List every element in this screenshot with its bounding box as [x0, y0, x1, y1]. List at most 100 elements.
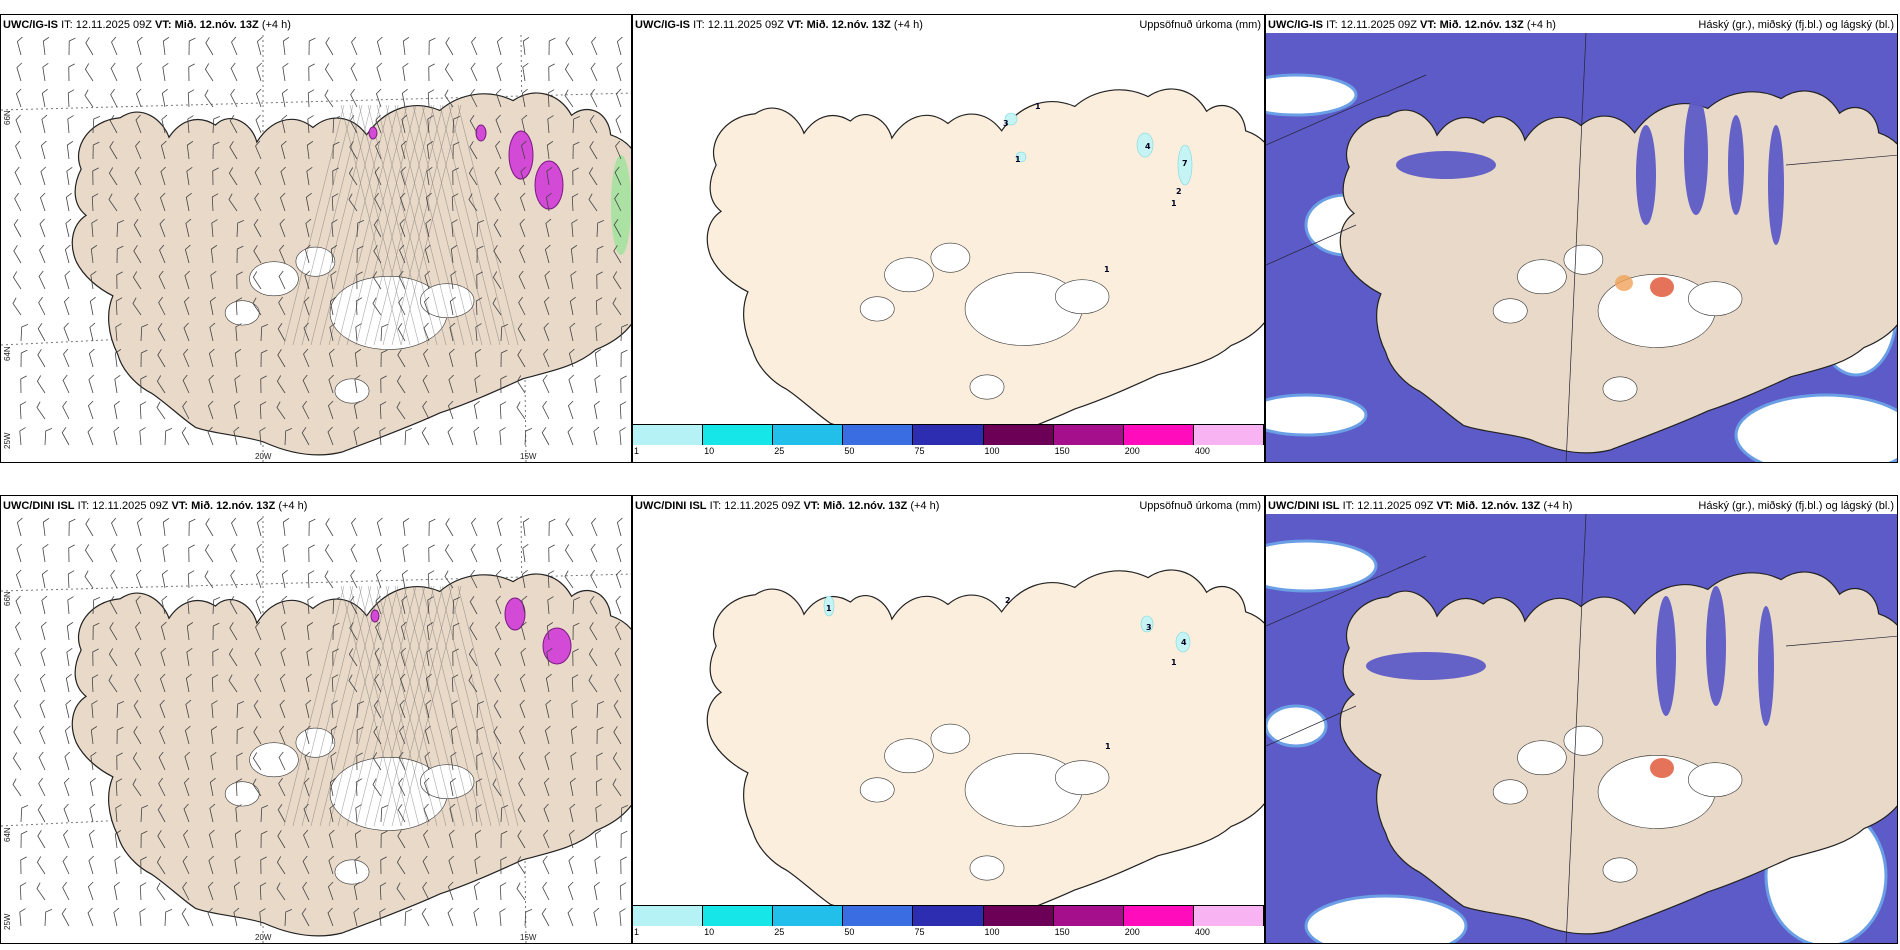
wind-barb [40, 166, 47, 186]
wind-barb [595, 297, 603, 316]
hatch-line [292, 104, 354, 346]
wind-barb [593, 400, 600, 420]
wind-map [1, 515, 631, 943]
wind-barb [590, 62, 598, 82]
wind-barb [568, 829, 575, 849]
wind-barb [108, 648, 118, 667]
wind-barb [207, 907, 214, 927]
precip-value: 1 [1105, 742, 1111, 751]
wind-barb [303, 803, 310, 823]
wind-barb [184, 725, 191, 745]
wind-barb [139, 882, 147, 901]
wind-barb [212, 115, 221, 134]
wind-barb [136, 36, 143, 56]
colorbar-swatch [913, 425, 984, 445]
wind-barb [476, 245, 484, 264]
precip-value: 7 [1182, 159, 1188, 168]
wind-barb [116, 700, 125, 719]
wind-barb [89, 322, 96, 342]
wind-barb [496, 517, 503, 537]
wind-barb [450, 270, 457, 290]
wind-barb [65, 218, 72, 238]
glacier [884, 257, 934, 293]
hatch-line [430, 104, 492, 346]
wind-barb [596, 726, 604, 745]
colorbar-label: 1 [634, 927, 640, 937]
wind-barb [13, 699, 22, 719]
wind-barb [494, 166, 502, 186]
wind-barb [568, 855, 575, 875]
wind-barb [522, 543, 529, 563]
iceland-landmass [71, 573, 631, 937]
wind-barb [181, 907, 190, 927]
wind-barb [376, 517, 383, 537]
wind-barb [235, 297, 243, 316]
wind-barb [542, 855, 550, 875]
wind-barb [468, 193, 478, 212]
valid-time-label: VT: [803, 500, 821, 512]
wind-barb [399, 699, 406, 719]
wind-barb [518, 777, 526, 797]
wind-barb [13, 726, 22, 745]
wind-barb [595, 778, 603, 797]
wind-barb [12, 778, 22, 797]
wind-barb [159, 192, 166, 212]
wind-barb [355, 297, 363, 316]
wind-barb [402, 62, 409, 82]
lead-time: (+4 h) [910, 500, 940, 512]
glacier [334, 378, 370, 404]
hatch-line [328, 585, 390, 827]
wind-barb [132, 778, 142, 797]
wind-barb [572, 141, 580, 160]
wind-barb [325, 37, 334, 56]
wind-barb [114, 374, 121, 394]
wind-barb [522, 518, 530, 537]
wind-barb [159, 218, 166, 238]
wind-barb [209, 322, 216, 342]
wind-barb [613, 245, 622, 264]
high-cloud-core [1615, 275, 1633, 291]
wind-barb [541, 426, 550, 446]
wind-barb [452, 648, 459, 667]
wind-barb [500, 856, 507, 875]
wind-barb [68, 63, 75, 82]
precip-area [1136, 132, 1154, 158]
wind-barb [38, 777, 46, 797]
hatch-line [337, 104, 399, 346]
domain-line [1565, 513, 1587, 943]
wind-barb [589, 622, 598, 641]
wind-barb [37, 803, 46, 823]
wind-barb [332, 596, 341, 615]
iceland-landmass [71, 92, 631, 456]
wind-barb [450, 726, 458, 745]
glacier [884, 738, 934, 774]
wind-barb [278, 270, 286, 290]
wind-barb [92, 622, 100, 641]
hatch-line [355, 585, 417, 827]
wind-barb [373, 726, 382, 745]
wind-barb [450, 751, 457, 771]
wind-barb [41, 88, 48, 108]
wind-barb [424, 725, 431, 745]
wind-barb [331, 219, 338, 238]
wind-barb [398, 270, 406, 290]
wind-barb [212, 141, 220, 160]
wind-barb [116, 726, 124, 745]
wind-barb [110, 62, 118, 82]
hatch-line [319, 585, 381, 827]
wind-barb [63, 296, 70, 316]
wind-barb [140, 856, 147, 875]
wind-barb [332, 622, 340, 641]
glacier [1055, 760, 1110, 796]
wind-barb [236, 700, 245, 719]
wind-barb [160, 140, 167, 160]
wind-barb [355, 778, 363, 797]
cloud-title: Háský (gr.), miðský (fj.bl.) og lágský (… [1698, 19, 1894, 31]
wind-barb [114, 830, 122, 849]
domain-line [1266, 74, 1427, 146]
wind-barb [401, 569, 408, 589]
init-time: IT: 12.11.2025 09Z [1326, 19, 1417, 31]
wind-barb [543, 348, 550, 368]
hatch-line [292, 585, 354, 827]
model-name: UWC/DINI ISL [1268, 500, 1340, 512]
